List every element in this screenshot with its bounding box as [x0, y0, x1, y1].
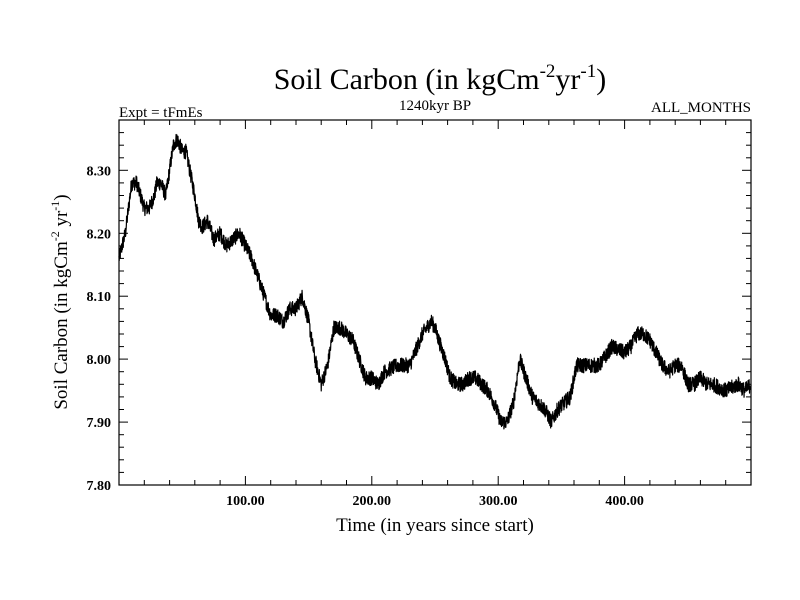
x-tick-label: 400.00	[605, 494, 644, 509]
y-tick-label: 8.30	[87, 164, 112, 179]
chart-title-mid: yr	[555, 63, 580, 96]
x-tick-label: 300.00	[479, 494, 518, 509]
x-tick-label: 200.00	[353, 494, 392, 509]
y-axis-label-end: )	[51, 194, 72, 200]
y-tick-label: 7.90	[87, 416, 112, 431]
y-tick-label: 8.10	[87, 290, 112, 305]
y-tick-label: 7.80	[87, 479, 112, 494]
chart-title-sup-2: -1	[580, 61, 596, 82]
y-axis-label-sup-2: -1	[48, 201, 62, 211]
y-axis-label-sup-1: -2	[48, 231, 62, 241]
chart-title-main: Soil Carbon (in kgCm	[274, 63, 540, 96]
y-tick-label: 8.00	[87, 353, 112, 368]
chart-title-sup-1: -2	[540, 61, 556, 82]
y-axis-label-mid: yr	[51, 210, 72, 231]
chart-title: Soil Carbon (in kgCm-2yr-1)	[274, 61, 607, 96]
period-label: 1240kyr BP	[399, 98, 471, 114]
experiment-label: Expt = tFmEs	[119, 105, 203, 121]
months-label: ALL_MONTHS	[651, 100, 751, 116]
y-axis-label: Soil Carbon (in kgCm-2 yr-1)	[48, 194, 72, 409]
x-tick-label: 100.00	[226, 494, 265, 509]
x-axis-label: Time (in years since start)	[336, 515, 534, 536]
ticks-layer: 100.00 200.00 300.00 400.00 7.80 7.90 8.00 8.10…	[87, 119, 751, 509]
y-tick-label: 8.20	[87, 227, 112, 242]
chart-title-end: )	[596, 63, 606, 96]
data-layer	[118, 133, 752, 430]
series-line	[118, 133, 752, 430]
y-axis-label-main: Soil Carbon (in kgCm	[51, 241, 72, 410]
plot-frame	[118, 119, 752, 486]
